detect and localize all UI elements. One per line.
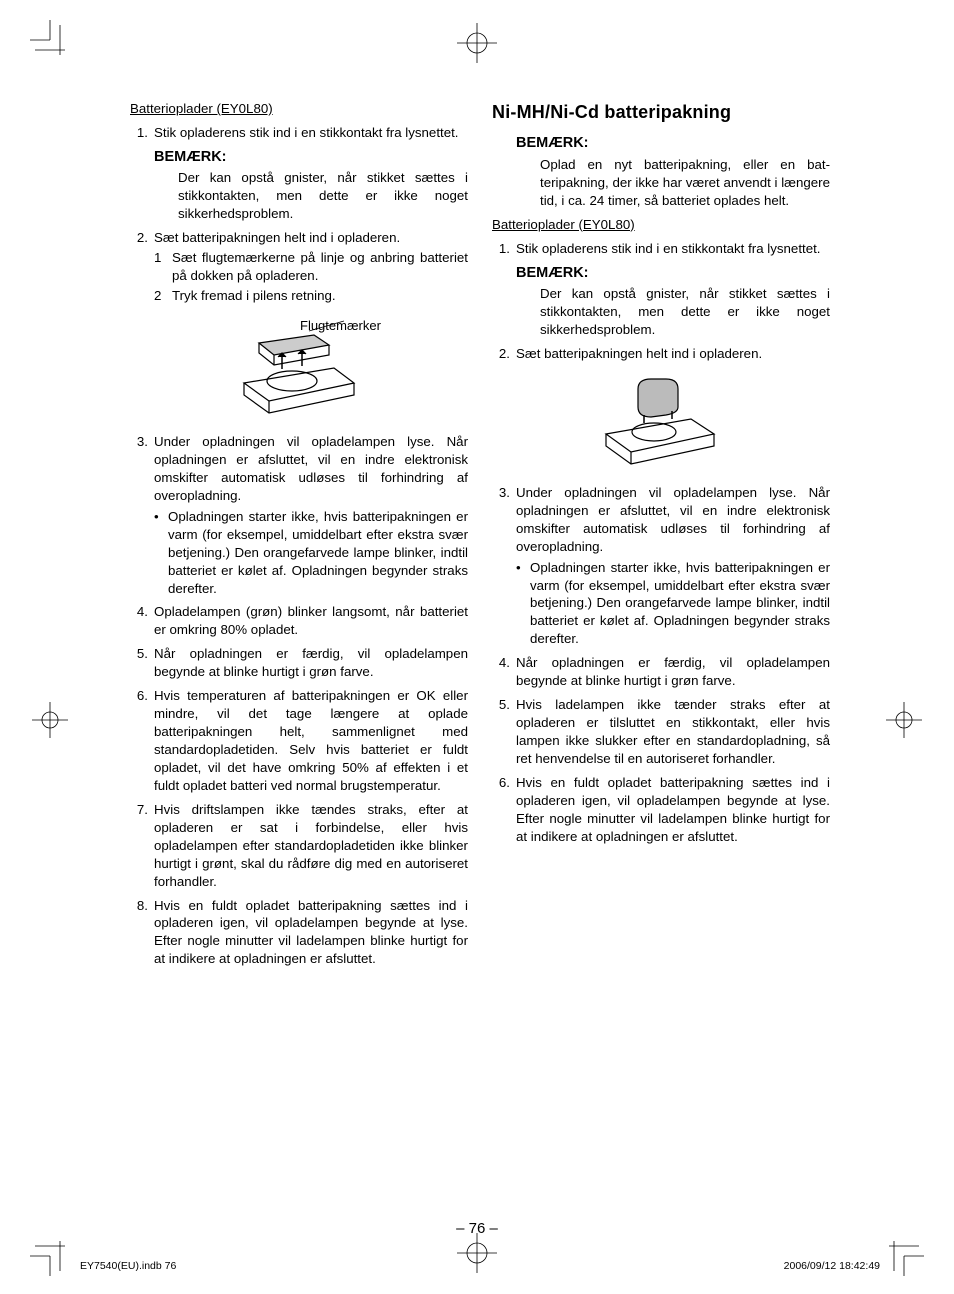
list-item: 5.Når opladningen er færdig, vil opladel… [130, 645, 468, 681]
list-item: 5.Hvis ladelampen ikke tænder straks eft… [492, 696, 830, 768]
right-list-3: 3. Under opladningen vil opladelampen ly… [492, 484, 830, 846]
left-list-2: 2. Sæt batteripakningen helt ind i oplad… [130, 229, 468, 307]
list-item: 4.Når opladningen er færdig, vil opladel… [492, 654, 830, 690]
sub-item: 2Tryk fremad i pilens retning. [154, 287, 468, 305]
list-item: 3. Under opladningen vil opladelampen ly… [130, 433, 468, 597]
section-title: Ni-MH/Ni-Cd batteripakning [492, 100, 830, 124]
right-list-2: 2.Sæt batteripakningen helt ind i oplade… [492, 345, 830, 363]
footer-right: 2006/09/12 18:42:49 [784, 1260, 880, 1272]
charger-illustration-icon [586, 369, 736, 469]
list-item: 3. Under opladningen vil opladelampen ly… [492, 484, 830, 648]
page-number: – 76 – [0, 1220, 954, 1237]
figure-label: Flugtemærker [300, 317, 381, 335]
charger-heading-left: Batterioplader (EY0L80) [130, 100, 468, 118]
crop-mark-mr [884, 700, 924, 740]
left-column: Batterioplader (EY0L80) 1. Stik opladere… [130, 100, 468, 974]
list-item: 6.Hvis temperaturen af batteripaknin­gen… [130, 687, 468, 795]
list-item: 1.Stik opladerens stik ind i en stikkont… [492, 240, 830, 258]
charger-figure-right [492, 369, 830, 474]
bullet-item: •Opladningen starter ikke, hvis batteri­… [154, 508, 468, 598]
note-heading: BEMÆRK: [130, 148, 468, 168]
page-content: Batterioplader (EY0L80) 1. Stik opladere… [130, 100, 830, 974]
item-text: Under opladningen vil opladelampen lyse.… [516, 485, 830, 554]
footer-left: EY7540(EU).indb 76 [80, 1260, 176, 1272]
note-body: Oplad en nyt batteripakning, eller en ba… [492, 156, 830, 210]
list-item: 1. Stik opladerens stik ind i en stikkon… [130, 124, 468, 142]
note-body: Der kan opstå gnister, når stikket sætte… [130, 169, 468, 223]
footer: EY7540(EU).indb 76 2006/09/12 18:42:49 [80, 1260, 880, 1272]
registration-mark-top [452, 18, 502, 73]
left-list-3: 3. Under opladningen vil opladelampen ly… [130, 433, 468, 968]
list-item: 6.Hvis en fuldt opladet batteripakning s… [492, 774, 830, 846]
charger-heading-right: Batterioplader (EY0L80) [492, 216, 830, 234]
sub-item: 1Sæt flugtemærkerne på linje og anbring … [154, 249, 468, 285]
list-item: 2. Sæt batteripakningen helt ind i oplad… [130, 229, 468, 307]
item-text: Under opladningen vil opladelampen lyse.… [154, 434, 468, 503]
list-item: 8.Hvis en fuldt opladet batteripakning s… [130, 897, 468, 969]
note-heading: BEMÆRK: [492, 134, 830, 154]
note-heading: BEMÆRK: [492, 264, 830, 284]
charger-figure-left: Flugtemærker [130, 313, 468, 423]
list-item: 4.Opladelampen (grøn) blinker langsomt, … [130, 603, 468, 639]
bullet-list: •Opladningen starter ikke, hvis batteri­… [516, 559, 830, 649]
list-item: 7.Hvis driftslampen ikke tændes straks, … [130, 801, 468, 891]
note-body: Der kan opstå gnister, når stikket sætte… [492, 285, 830, 339]
crop-mark-ml [30, 700, 70, 740]
right-list: 1.Stik opladerens stik ind i en stikkont… [492, 240, 830, 258]
crop-mark-tl [30, 20, 70, 60]
bullet-list: •Opladningen starter ikke, hvis batteri­… [154, 508, 468, 598]
crop-mark-bl [30, 1236, 70, 1276]
right-column: Ni-MH/Ni-Cd batteripakning BEMÆRK: Oplad… [492, 100, 830, 974]
sublist: 1Sæt flugtemærkerne på linje og anbring … [154, 249, 468, 305]
left-list: 1. Stik opladerens stik ind i en stikkon… [130, 124, 468, 142]
crop-mark-br [884, 1236, 924, 1276]
bullet-item: •Opladningen starter ikke, hvis batteri­… [516, 559, 830, 649]
list-item: 2.Sæt batteripakningen helt ind i oplade… [492, 345, 830, 363]
item-text: Sæt batteripakningen helt ind i opladere… [154, 230, 400, 245]
